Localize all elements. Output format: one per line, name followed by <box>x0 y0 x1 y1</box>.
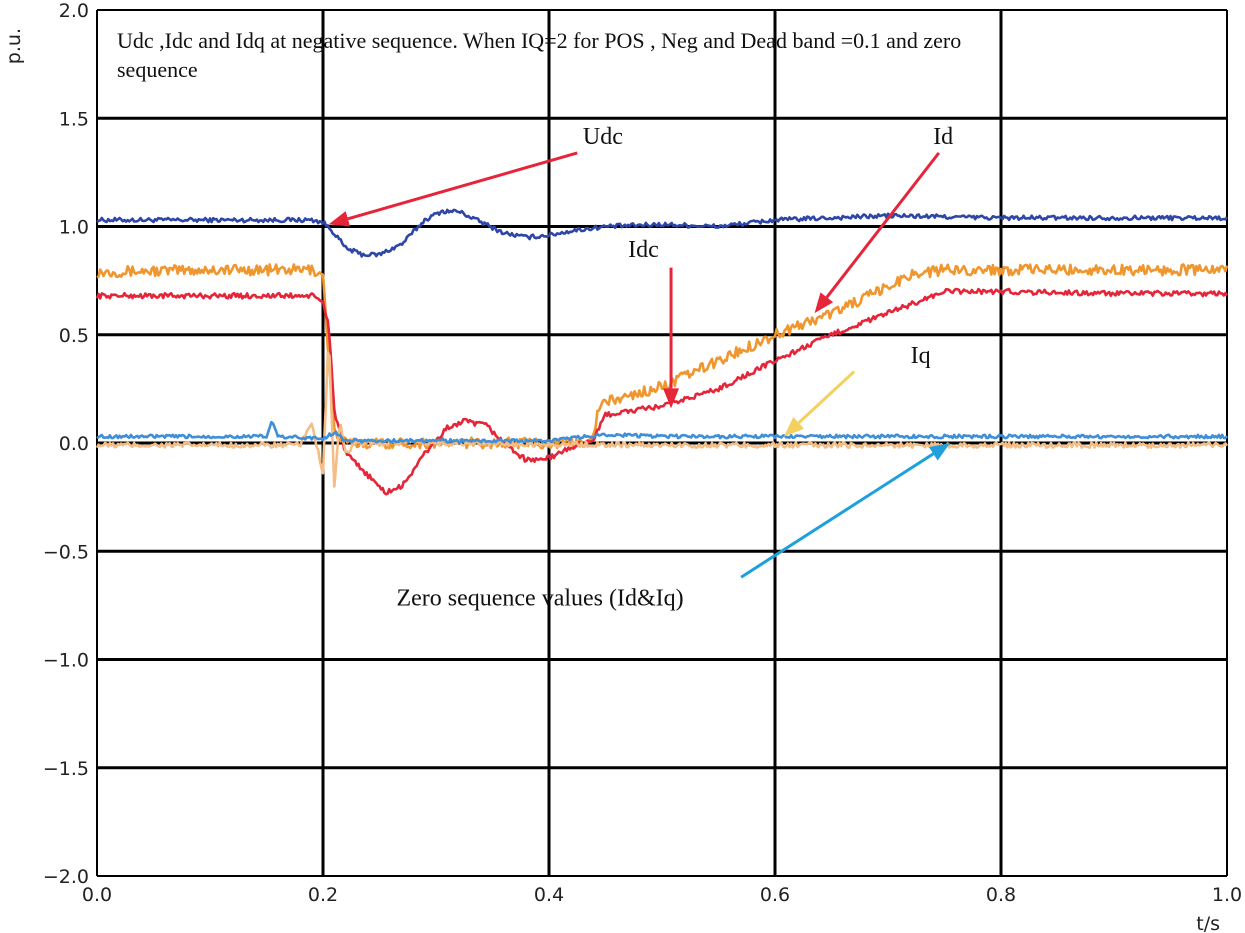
y-tick-label: 1.5 <box>59 108 89 130</box>
y-tick-label: 0.0 <box>59 433 89 455</box>
y-tick-label: −2.0 <box>43 866 89 888</box>
annotation-arrow-head <box>663 388 680 409</box>
series-line-iq <box>95 351 1229 488</box>
annotation-arrow-shaft <box>825 151 941 299</box>
annotation-label: Id <box>933 124 953 150</box>
y-tick-label: −0.5 <box>43 541 89 563</box>
x-tick-label: 0.2 <box>308 884 338 906</box>
chart-title-line-1: Udc ,Idc and Idq at negative sequence. W… <box>117 28 961 53</box>
x-tick-label: 0.4 <box>534 884 564 906</box>
y-axis-label: p.u. <box>3 28 25 64</box>
series-group <box>95 208 1229 496</box>
annotation-arrow-head <box>784 417 805 437</box>
x-tick-label: 0.8 <box>986 884 1016 906</box>
x-tick-label: 1.0 <box>1212 884 1242 906</box>
y-tick-label: −1.0 <box>43 650 89 672</box>
series-line-id <box>95 287 1229 496</box>
annotation-arrow-head <box>814 292 834 314</box>
x-tick-label: 0.0 <box>82 884 112 906</box>
y-tick-label: 2.0 <box>59 0 89 22</box>
annotation-label: Zero sequence values (Id&Iq) <box>396 585 683 611</box>
annotation-arrow-head <box>328 211 351 227</box>
tick-labels: 0.0 0.2 0.4 0.6 0.8 1.0 −2.0 −1.5 −1.0 −0.5 0.0 0.5… <box>43 0 1242 906</box>
annotations-group: Udc Id Idc Iq Zero sequence values (Id&Iq) <box>328 124 953 611</box>
series-line-udc <box>96 208 1229 258</box>
annotation-label: Udc <box>583 124 623 150</box>
x-tick-label: 0.6 <box>760 884 790 906</box>
annotation-arrow-shaft <box>347 151 578 221</box>
y-tick-label: −1.5 <box>43 758 89 780</box>
x-axis-label: t/s <box>1196 913 1220 933</box>
y-tick-label: 0.5 <box>59 325 89 347</box>
chart-title-line-2: sequence <box>117 57 198 82</box>
annotation-label: Iq <box>911 343 931 369</box>
series-line-idc <box>96 263 1229 450</box>
annotation-arrow-head <box>928 443 951 461</box>
annotation-arrow-shaft <box>740 452 935 579</box>
annotation-label: Idc <box>628 237 659 263</box>
series-line-zero-sequence <box>96 420 1229 444</box>
annotation-arrow-shaft <box>797 370 856 425</box>
y-tick-label: 1.0 <box>59 217 89 239</box>
